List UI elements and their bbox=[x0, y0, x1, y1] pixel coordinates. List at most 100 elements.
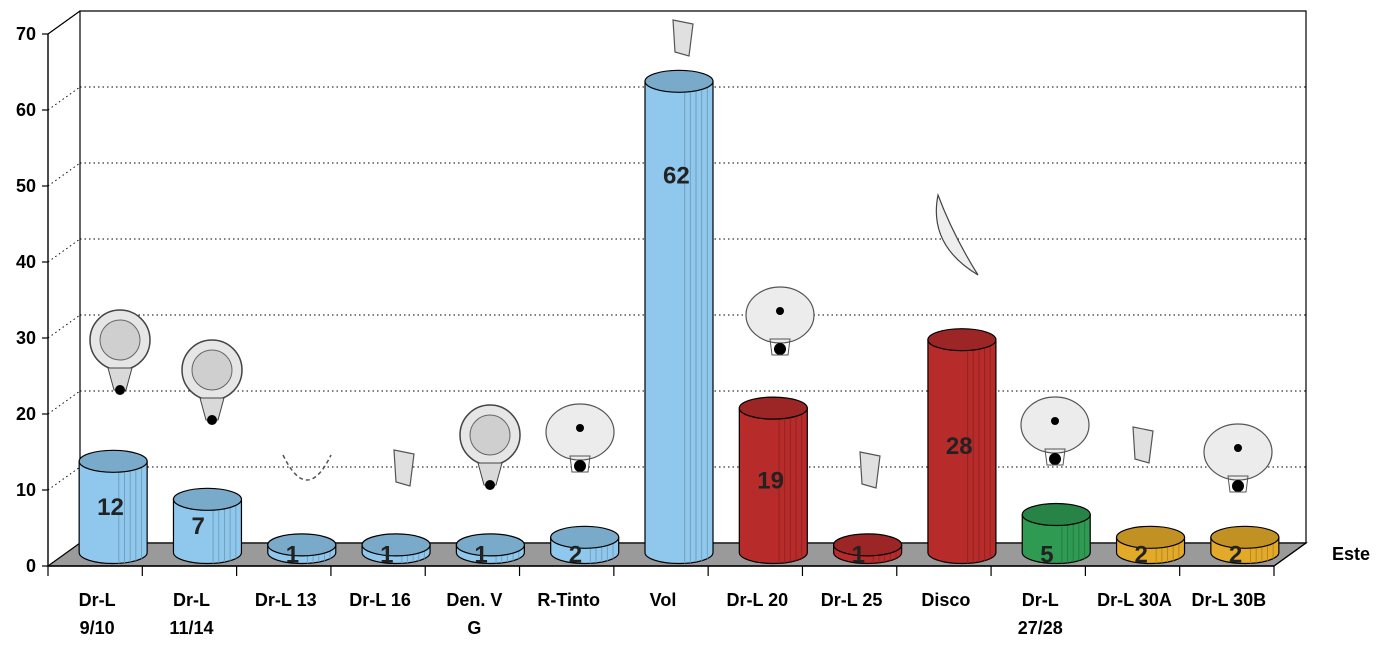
lamp-fragment bbox=[282, 454, 332, 481]
bar-top bbox=[361, 533, 431, 557]
category-label: Dr-L 27/28 bbox=[1018, 590, 1063, 638]
bar-top bbox=[550, 525, 620, 549]
bar-top bbox=[1021, 502, 1091, 527]
lamp-wick-hole bbox=[115, 385, 125, 395]
bar bbox=[644, 69, 714, 565]
lamp-nozzle bbox=[199, 397, 225, 421]
y-tick-label: 50 bbox=[16, 176, 36, 196]
y-tick-label: 70 bbox=[16, 24, 36, 44]
bar-top bbox=[927, 328, 997, 352]
bar-top bbox=[1115, 525, 1186, 549]
bar bbox=[267, 533, 337, 565]
grid-line bbox=[47, 86, 81, 111]
category-label: Dr-L 25 bbox=[821, 590, 883, 610]
lamp-icon bbox=[1020, 396, 1090, 466]
lamp-icon bbox=[672, 19, 694, 57]
lamp-nozzle bbox=[107, 367, 133, 391]
bar-top bbox=[455, 533, 525, 557]
category-label: R-Tinto bbox=[537, 590, 600, 610]
lamp-fragment bbox=[935, 192, 979, 276]
grid-line bbox=[47, 10, 81, 35]
data-label: 1 bbox=[474, 542, 487, 569]
lamp-wick-hole bbox=[1232, 480, 1244, 492]
data-label: 19 bbox=[757, 467, 784, 494]
lamp-illustrations bbox=[89, 19, 1273, 493]
bar-top bbox=[1210, 525, 1280, 549]
bar bbox=[1115, 525, 1186, 565]
floor-edge bbox=[1273, 542, 1307, 567]
lamp-fill-hole bbox=[1234, 444, 1242, 452]
data-label: 1 bbox=[380, 542, 393, 569]
lamp-wick-hole bbox=[774, 343, 786, 355]
lamp-wick-hole bbox=[485, 480, 495, 490]
lamp-icon bbox=[393, 449, 415, 487]
grid-line bbox=[47, 314, 81, 339]
lamp-nozzle bbox=[569, 455, 591, 473]
category-label: Dr-L 16 bbox=[349, 590, 411, 610]
bar bbox=[78, 449, 148, 565]
lamp-wick-hole bbox=[1049, 453, 1061, 465]
lamp-fragment bbox=[859, 451, 881, 489]
lamp-wick-hole bbox=[574, 460, 586, 472]
lamp-icon bbox=[459, 404, 521, 490]
category-label: Dr-L 9/10 bbox=[79, 590, 116, 638]
data-label: 7 bbox=[191, 513, 204, 540]
data-label: 28 bbox=[946, 433, 973, 460]
lamp-icon bbox=[89, 309, 151, 395]
data-label: 2 bbox=[569, 542, 582, 569]
bar bbox=[361, 533, 431, 565]
lamp-icon bbox=[745, 286, 815, 356]
lamp-fill-hole bbox=[576, 424, 584, 432]
lamp-nozzle bbox=[1227, 475, 1249, 493]
grid-line bbox=[47, 466, 81, 491]
grid-line bbox=[47, 238, 81, 263]
bar-top bbox=[267, 533, 337, 557]
category-label: Vol bbox=[650, 590, 677, 610]
category-label: Dr-L 13 bbox=[255, 590, 317, 610]
lamp-relief bbox=[99, 319, 141, 361]
category-label: Dr-L 30A bbox=[1097, 590, 1172, 610]
lamp-wick-hole bbox=[207, 415, 217, 425]
category-label: Dr-L 11/14 bbox=[169, 590, 213, 638]
data-label: 5 bbox=[1040, 542, 1053, 569]
lamp-relief bbox=[469, 414, 511, 456]
lamp-icon bbox=[935, 192, 979, 276]
bars bbox=[78, 69, 1280, 565]
category-label: Dr-L 20 bbox=[726, 590, 788, 610]
grid-line bbox=[47, 162, 81, 187]
data-label: 12 bbox=[97, 494, 124, 521]
bar-body bbox=[644, 80, 714, 565]
bar bbox=[1021, 502, 1091, 565]
bar bbox=[1210, 525, 1280, 565]
bar bbox=[455, 533, 525, 565]
lamp-icon bbox=[181, 339, 243, 425]
data-label: 2 bbox=[1135, 542, 1148, 569]
bar-top bbox=[78, 449, 148, 473]
bar bbox=[927, 328, 997, 565]
category-label: Dr-L 30B bbox=[1191, 590, 1266, 610]
lamp-fragment bbox=[672, 19, 694, 57]
bar bbox=[550, 525, 620, 565]
lamp-icon bbox=[545, 403, 615, 473]
y-tick-label: 10 bbox=[16, 480, 36, 500]
bar bbox=[833, 533, 903, 565]
y-tick-label: 0 bbox=[26, 556, 36, 576]
lamp-fragment bbox=[1132, 426, 1154, 464]
bar-top bbox=[833, 533, 903, 557]
lamp-fill-hole bbox=[1051, 417, 1059, 425]
lamp-icon bbox=[1132, 426, 1154, 464]
grid-line bbox=[47, 390, 81, 415]
bar-top bbox=[738, 396, 808, 420]
y-tick-label: 60 bbox=[16, 100, 36, 120]
bar-top bbox=[644, 69, 714, 93]
y-tick-label: 40 bbox=[16, 252, 36, 272]
series-label: Este bbox=[1332, 544, 1370, 564]
bar-top bbox=[172, 487, 243, 511]
data-label: 62 bbox=[663, 163, 690, 190]
lamp-nozzle bbox=[1044, 448, 1066, 466]
y-tick-label: 30 bbox=[16, 328, 36, 348]
category-label: Disco bbox=[921, 590, 970, 610]
